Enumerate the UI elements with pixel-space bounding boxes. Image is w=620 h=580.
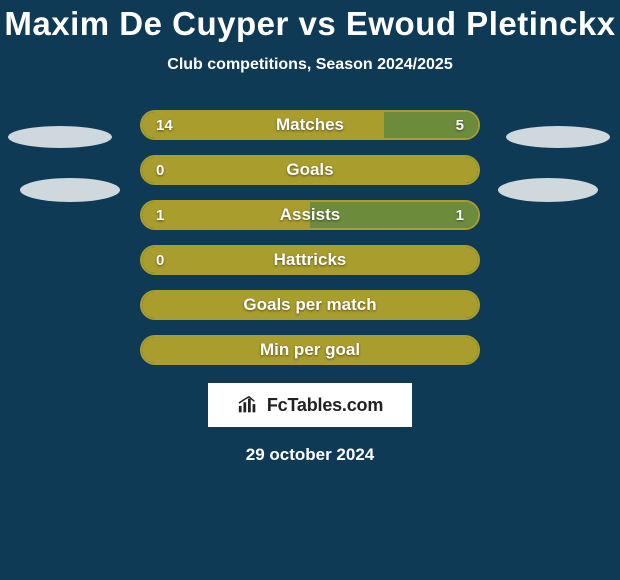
bar-left-segment (142, 337, 478, 363)
bar-right-segment (310, 202, 478, 228)
stat-row: Assists11 (0, 200, 620, 230)
decorative-ellipse (506, 126, 610, 148)
stat-rows: Matches145 Goals0 Assists11 Hattricks0 Goals… (0, 110, 620, 365)
subtitle: Club competitions, Season 2024/2025 (167, 56, 452, 74)
comparison-card: Maxim De Cuyper vs Ewoud Pletinckx Club … (0, 0, 620, 580)
bar-left-segment (142, 247, 478, 273)
bar-left-segment (142, 157, 478, 183)
branding-text: FcTables.com (267, 395, 383, 416)
stat-row: Hattricks0 (0, 245, 620, 275)
page-title: Maxim De Cuyper vs Ewoud Pletinckx (4, 6, 615, 42)
stat-row: Min per goal (0, 335, 620, 365)
bar-left-segment (142, 202, 310, 228)
bar-left-segment (142, 292, 478, 318)
date-text: 29 october 2024 (246, 445, 375, 465)
stat-bar: Hattricks0 (140, 245, 480, 275)
stat-bar: Min per goal (140, 335, 480, 365)
stat-bar: Goals0 (140, 155, 480, 185)
bar-left-segment (142, 112, 384, 138)
decorative-ellipse (20, 178, 120, 202)
bar-right-segment (384, 112, 478, 138)
decorative-ellipse (498, 178, 598, 202)
branding-box: FcTables.com (208, 383, 412, 427)
stat-bar: Goals per match (140, 290, 480, 320)
stat-bar: Assists11 (140, 200, 480, 230)
stat-row: Goals per match (0, 290, 620, 320)
chart-icon (237, 394, 259, 416)
stat-bar: Matches145 (140, 110, 480, 140)
decorative-ellipse (8, 126, 112, 148)
